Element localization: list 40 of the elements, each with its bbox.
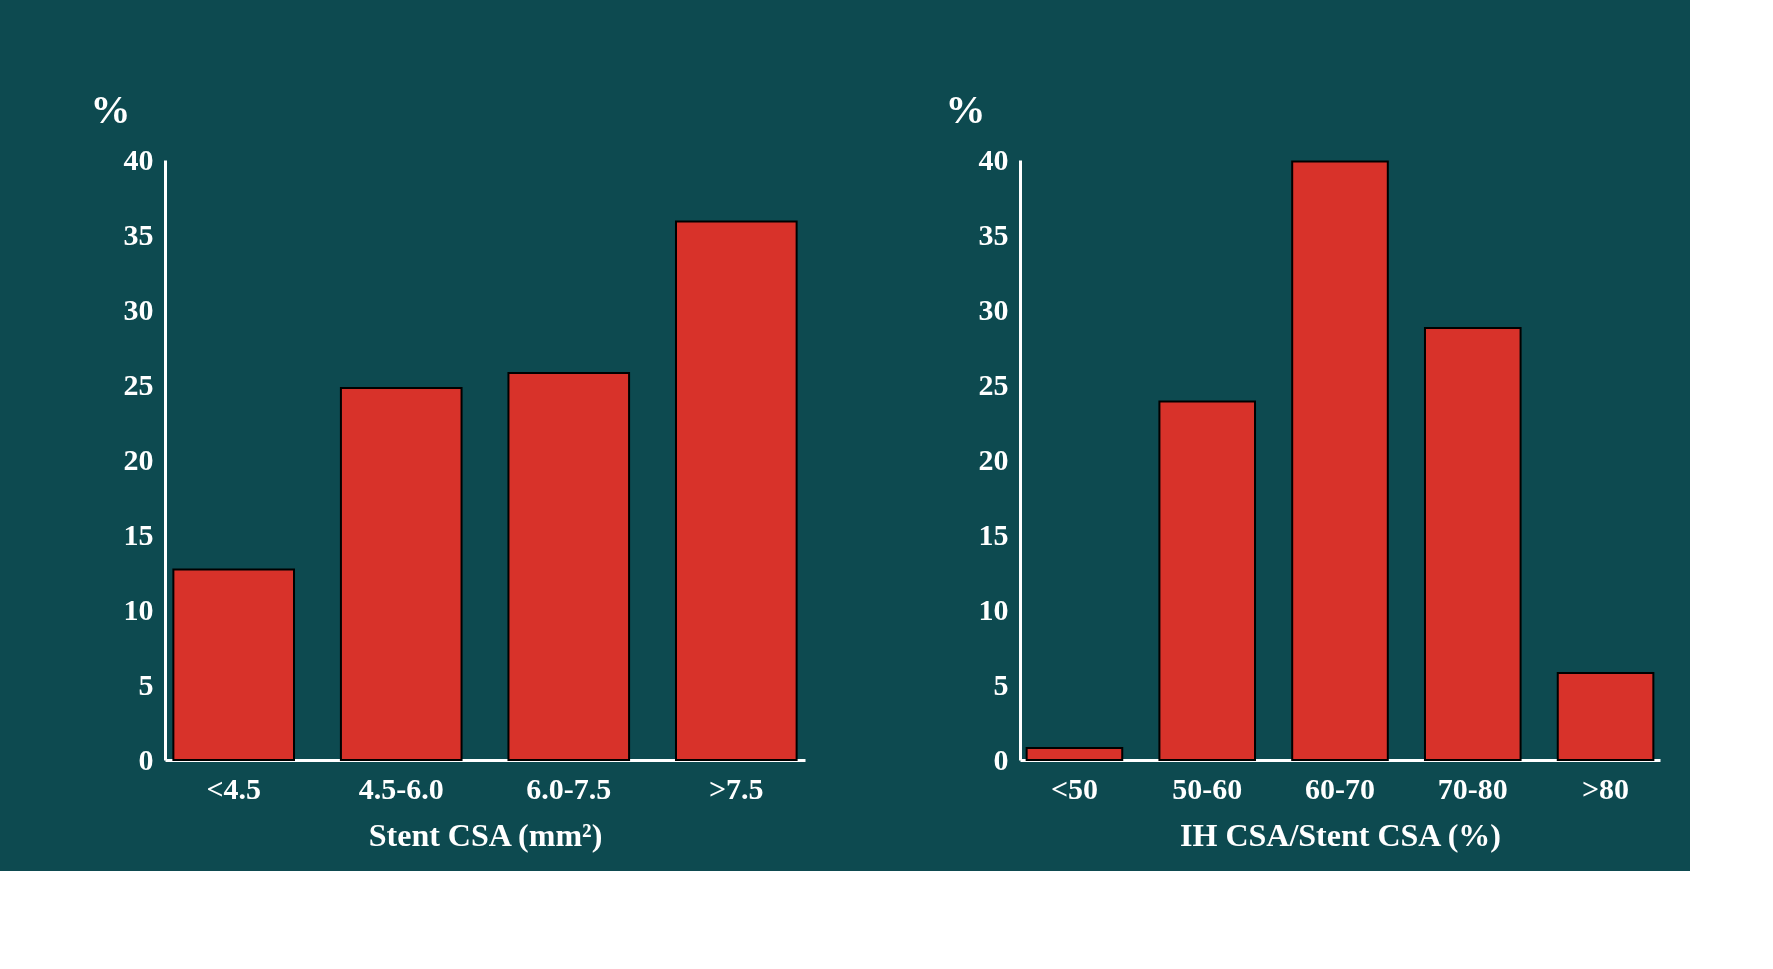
y-tick-label: 5 bbox=[993, 667, 1009, 701]
y-tick-label: 25 bbox=[978, 367, 1009, 401]
y-tick-label: 40 bbox=[123, 142, 154, 176]
x-tick-label: 50-60 bbox=[1172, 771, 1243, 805]
x-tick-label: 60-70 bbox=[1305, 771, 1375, 805]
bar bbox=[1423, 327, 1522, 761]
y-tick-label: 30 bbox=[978, 292, 1009, 326]
y-tick-label: 0 bbox=[138, 742, 154, 776]
x-axis-title: Stent CSA (mm²) bbox=[368, 816, 603, 853]
bar bbox=[1025, 747, 1124, 761]
x-tick-label: 70-80 bbox=[1437, 771, 1508, 805]
y-tick-label: 5 bbox=[138, 667, 154, 701]
x-tick-label: 6.0-7.5 bbox=[526, 771, 612, 805]
y-tick-label: 0 bbox=[993, 742, 1009, 776]
bar bbox=[339, 387, 463, 761]
y-tick-label: 35 bbox=[123, 217, 154, 251]
y-tick-label: 20 bbox=[978, 442, 1009, 476]
x-tick-label: 4.5-6.0 bbox=[358, 771, 444, 805]
bar bbox=[674, 220, 798, 761]
bar bbox=[172, 568, 296, 761]
x-axis-title: IH CSA/Stent CSA (%) bbox=[1180, 816, 1501, 853]
y-tick-label: 15 bbox=[123, 517, 154, 551]
bar bbox=[1291, 160, 1389, 761]
x-tick-label: >7.5 bbox=[709, 771, 764, 805]
x-tick-label: <4.5 bbox=[206, 771, 261, 805]
y-tick-label: 40 bbox=[978, 142, 1009, 176]
bar bbox=[507, 372, 631, 761]
bar bbox=[1556, 672, 1655, 761]
y-tick-label: 25 bbox=[123, 367, 154, 401]
bar bbox=[1158, 400, 1257, 761]
y-tick-label: 10 bbox=[978, 592, 1009, 626]
x-tick-label: <50 bbox=[1050, 771, 1098, 805]
x-tick-label: >80 bbox=[1582, 771, 1630, 805]
y-tick-label: 20 bbox=[123, 442, 154, 476]
y-axis-title: % bbox=[945, 86, 986, 132]
y-axis-title: % bbox=[90, 86, 131, 132]
y-tick-label: 15 bbox=[978, 517, 1009, 551]
y-tick-label: 35 bbox=[978, 217, 1009, 251]
y-tick-label: 30 bbox=[123, 292, 154, 326]
y-tick-label: 10 bbox=[123, 592, 154, 626]
